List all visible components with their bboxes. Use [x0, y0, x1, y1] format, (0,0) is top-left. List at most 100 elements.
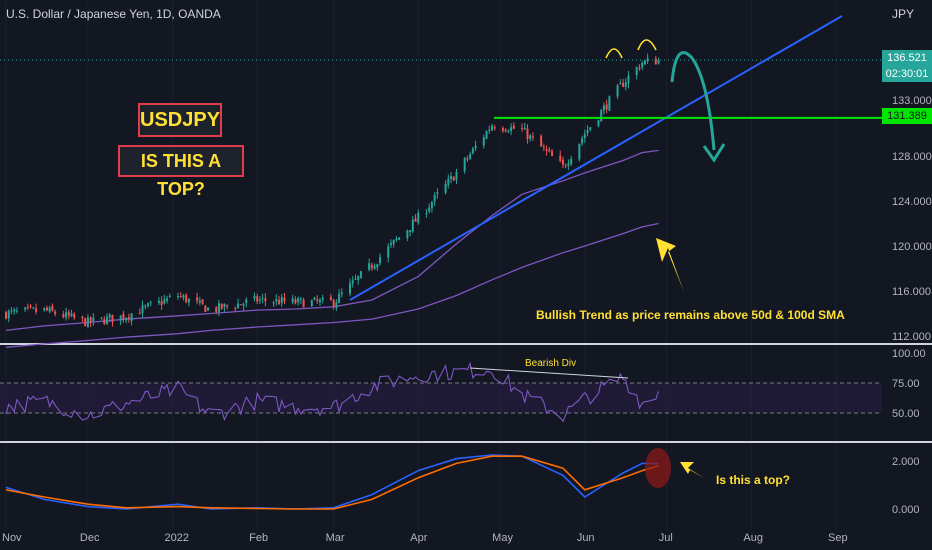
candle: [86, 317, 89, 327]
candle: [526, 128, 529, 140]
candle: [294, 299, 297, 304]
candle: [160, 301, 163, 305]
x-tick-label: Nov: [2, 532, 22, 544]
candle: [548, 149, 551, 152]
candle: [616, 85, 619, 97]
candle: [81, 316, 84, 318]
axes: 112.000 116.000 120.000 124.000 128.000 133.0…: [2, 95, 932, 544]
candle: [65, 312, 68, 318]
candle: [340, 292, 343, 295]
candle: [578, 143, 581, 160]
y-tick-label: 116.000: [892, 286, 931, 298]
projection-arrow-head: [702, 143, 726, 163]
candle: [452, 177, 455, 181]
pane-separator: [0, 343, 932, 345]
candle: [242, 303, 245, 306]
candle: [523, 127, 526, 130]
rsi-pane: Bearish Div: [5, 358, 660, 423]
candle: [624, 82, 627, 88]
y-tick-label: 112.000: [892, 331, 931, 343]
candle: [226, 305, 229, 307]
candle: [48, 307, 51, 312]
candle: [13, 309, 16, 312]
candle: [559, 155, 562, 162]
candle: [291, 298, 294, 303]
candle: [141, 305, 144, 313]
candle: [100, 317, 103, 319]
highlight-circle: [645, 448, 671, 488]
candle: [359, 271, 362, 278]
trend-arrow: [656, 238, 684, 292]
candles: [5, 53, 660, 328]
rsi-tick-label: 100.00: [892, 348, 926, 360]
candle: [510, 126, 513, 132]
candle: [646, 58, 649, 62]
candle: [622, 82, 625, 87]
candle: [207, 307, 210, 311]
candle: [316, 299, 319, 301]
countdown-tag: 02:30:01: [882, 66, 932, 82]
candle: [67, 312, 70, 316]
candle: [43, 307, 46, 311]
candle: [357, 276, 360, 280]
candle: [332, 299, 335, 307]
x-tick-label: Mar: [326, 532, 345, 544]
candle: [73, 313, 76, 318]
x-tick-label: Dec: [80, 532, 100, 544]
candle: [166, 298, 169, 301]
support-level-tag: 131.389: [882, 108, 932, 124]
rsi-line: [5, 361, 660, 423]
candle: [196, 297, 199, 301]
candle: [540, 135, 543, 147]
candle: [567, 163, 570, 166]
candle: [414, 218, 417, 222]
candle: [619, 83, 622, 85]
trend-line: [349, 15, 843, 301]
candle: [217, 303, 220, 313]
x-tick-label: May: [492, 532, 513, 544]
candle: [185, 294, 188, 303]
candle: [635, 67, 638, 76]
candle: [310, 300, 313, 306]
candle: [428, 207, 431, 212]
candle: [168, 295, 171, 297]
candle: [602, 105, 605, 111]
candle: [318, 299, 321, 303]
candle: [187, 298, 190, 303]
candle: [62, 314, 65, 318]
candle: [313, 297, 316, 300]
candle: [373, 265, 376, 269]
macd-arrow: [680, 462, 704, 478]
candle: [280, 297, 283, 304]
symbol-callout: USDJPY: [138, 103, 222, 137]
candle: [130, 313, 133, 321]
candle: [122, 313, 125, 320]
candle: [531, 136, 534, 138]
candle: [198, 300, 201, 303]
candle: [5, 312, 7, 319]
candle: [149, 302, 152, 304]
candle: [370, 264, 373, 269]
candle: [239, 304, 242, 306]
candle: [608, 96, 611, 111]
candle: [261, 298, 264, 300]
rsi-band: [0, 383, 882, 413]
candle: [119, 315, 122, 321]
candle: [338, 293, 341, 303]
candle: [597, 120, 600, 127]
candle: [349, 283, 352, 294]
x-tick-label: Feb: [249, 532, 268, 544]
candle: [455, 172, 458, 180]
candle: [146, 303, 149, 306]
candle: [485, 131, 488, 139]
y-tick-label: 128.000: [892, 151, 932, 163]
x-tick-label: Apr: [410, 532, 427, 544]
candle: [35, 308, 38, 312]
x-tick-label: Jun: [577, 532, 595, 544]
candle: [351, 280, 354, 284]
candle: [398, 237, 401, 240]
candle: [234, 307, 237, 309]
candle: [223, 304, 226, 308]
candle: [512, 125, 515, 129]
candle: [504, 129, 507, 132]
